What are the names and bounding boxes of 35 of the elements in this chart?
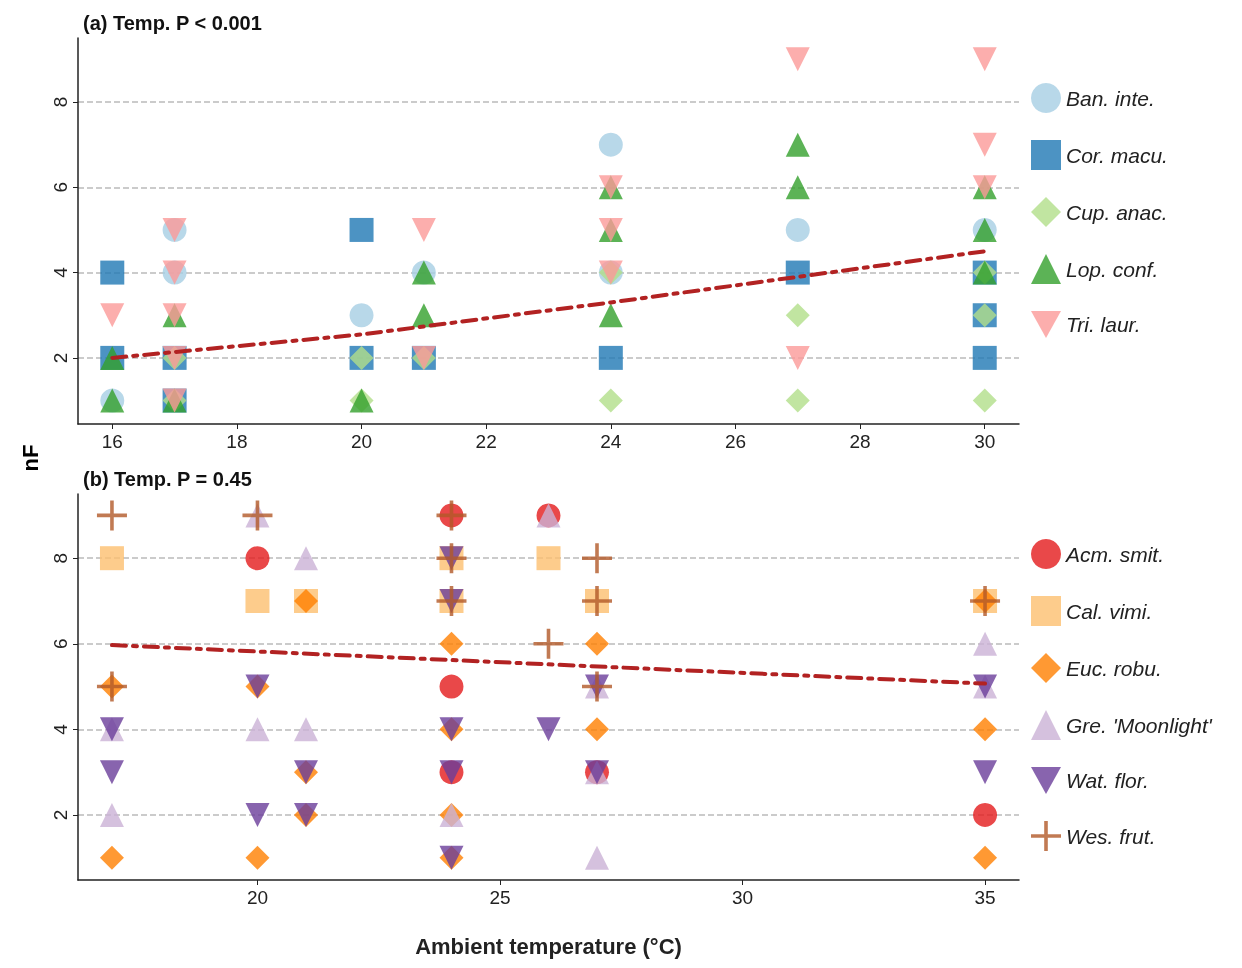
x-tick-label: 25 — [489, 887, 511, 908]
x-tick-label: 20 — [350, 431, 373, 452]
x-tick-label: 24 — [600, 431, 622, 452]
legend-label: Gre. 'Moonlight' — [1066, 713, 1213, 737]
x-tick-label: 16 — [101, 431, 123, 452]
legend-label: Wat. flor. — [1066, 769, 1149, 792]
legend-label: Wes. frut. — [1066, 824, 1156, 848]
legend-label: Tri. laur. — [1066, 313, 1141, 336]
x-tick-label: 26 — [724, 431, 747, 452]
chart-title: (a) Temp. P < 0.001 — [83, 12, 262, 34]
x-tick-label: 18 — [226, 431, 248, 452]
x-tick-label: 30 — [974, 431, 996, 452]
x-tick-label: 22 — [475, 431, 497, 452]
y-tick-label: 8 — [50, 552, 71, 564]
legend-label: Acm. smit. — [1064, 542, 1164, 566]
legend-label: Euc. robu. — [1066, 656, 1162, 680]
y-tick-label: 6 — [50, 181, 71, 193]
legend-label: Ban. inte. — [1066, 86, 1155, 110]
x-tick-label: 35 — [974, 887, 996, 908]
chart-title: (b) Temp. P = 0.45 — [83, 468, 252, 490]
legend-label: Cup. anac. — [1066, 200, 1168, 224]
x-tick-label: 30 — [731, 887, 754, 908]
y-tick-label: 4 — [50, 266, 71, 278]
legend-label: Lop. conf. — [1066, 257, 1159, 281]
x-axis-title: Ambient temperature (°C) — [415, 933, 682, 959]
x-tick-label: 28 — [849, 431, 871, 452]
legend-label: Cor. macu. — [1066, 143, 1168, 167]
x-tick-label: 20 — [246, 887, 269, 908]
y-tick-label: 6 — [50, 638, 71, 650]
y-tick-label: 2 — [50, 352, 71, 364]
legend-label: Cal. vimi. — [1066, 599, 1153, 623]
y-axis-title: nF — [18, 444, 45, 472]
y-tick-label: 2 — [50, 809, 71, 821]
y-tick-label: 4 — [50, 723, 71, 735]
y-tick-label: 8 — [50, 96, 71, 108]
